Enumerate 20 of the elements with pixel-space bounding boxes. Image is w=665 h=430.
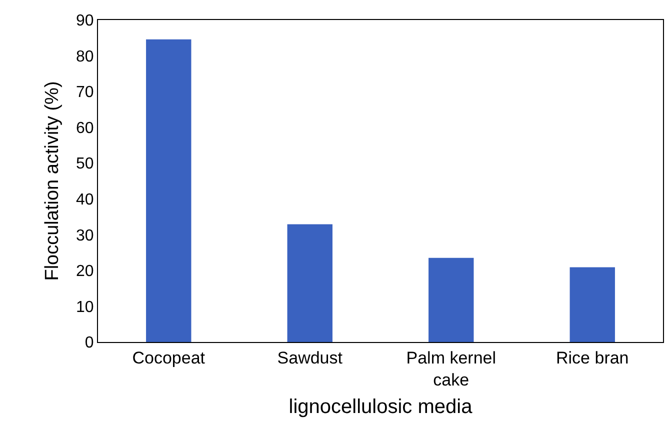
y-tick-label: 30 [76, 227, 94, 244]
x-tick-label: Sawdust [277, 348, 343, 368]
y-tick-label: 90 [76, 12, 94, 30]
y-tick-label: 70 [76, 84, 94, 102]
y-tick-label: 80 [76, 48, 94, 66]
y-tick-label: 50 [76, 156, 94, 173]
bar [570, 267, 615, 342]
y-axis-title: Flocculation activity (%) [42, 81, 63, 281]
y-tick-label: 10 [76, 298, 94, 316]
y-tick-label: 20 [76, 263, 94, 280]
y-tick-label: 60 [76, 120, 94, 137]
bar [287, 224, 332, 342]
x-axis-title: lignocellulosic media [288, 396, 474, 418]
x-tick-label: Cocopeat [132, 348, 206, 368]
x-tick-label: Palm kernel cake [406, 348, 496, 390]
x-tick-label: Rice bran [556, 348, 629, 368]
y-tick-label: 0 [84, 334, 94, 352]
bar [428, 258, 474, 342]
bar [146, 39, 192, 342]
y-tick-label: 40 [76, 191, 94, 208]
